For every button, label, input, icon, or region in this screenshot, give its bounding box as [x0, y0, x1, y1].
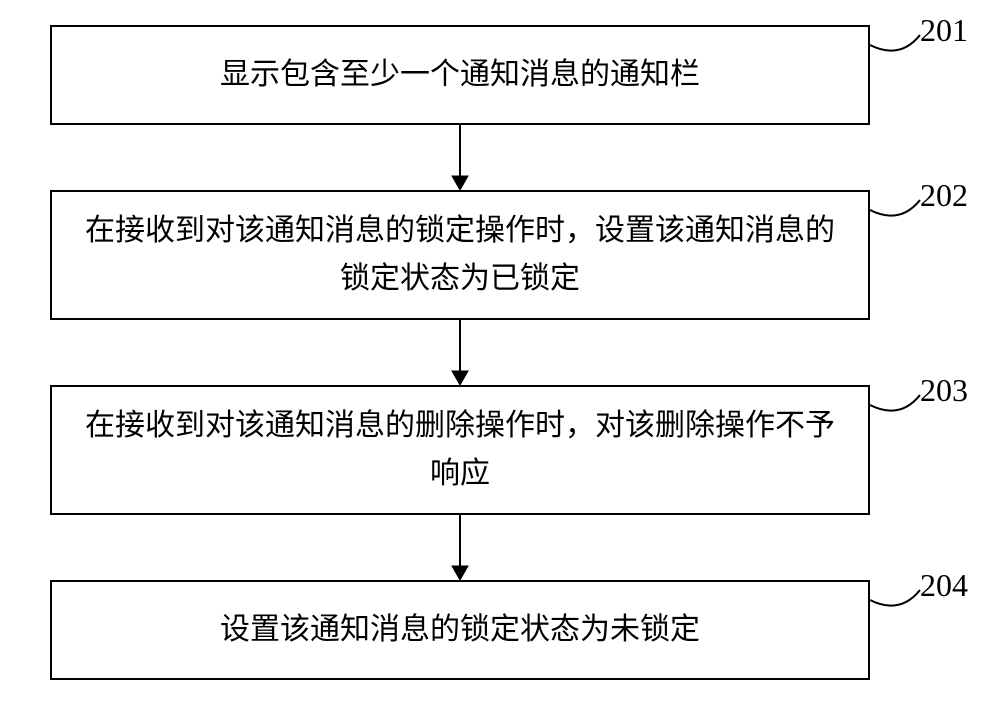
callout-1 — [870, 35, 920, 51]
callout-3 — [870, 395, 920, 411]
step-label-203: 203 — [920, 372, 968, 409]
step-label-201: 201 — [920, 12, 968, 49]
step-label-202: 202 — [920, 177, 968, 214]
step-label-204: 204 — [920, 567, 968, 604]
edge-3-arrowhead — [452, 566, 468, 580]
edge-1-arrowhead — [452, 176, 468, 190]
callout-2 — [870, 200, 920, 216]
flowchart-canvas: 显示包含至少一个通知消息的通知栏 在接收到对该通知消息的锁定操作时，设置该通知消… — [0, 0, 1000, 710]
connectors-svg — [0, 0, 1000, 710]
callout-4 — [870, 590, 920, 606]
edge-2-arrowhead — [452, 371, 468, 385]
